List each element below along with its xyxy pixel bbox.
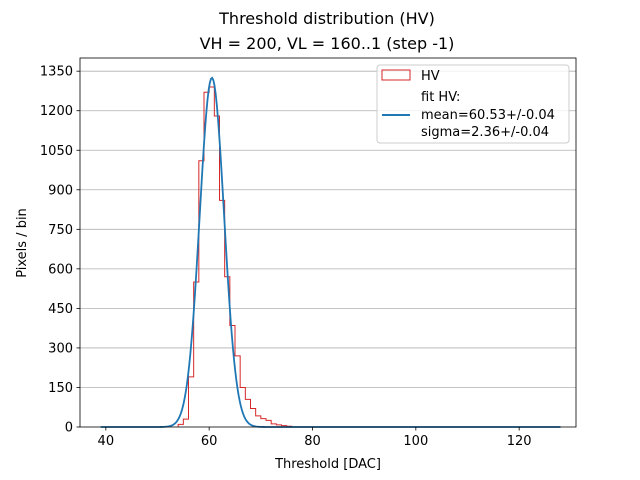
plot-frame	[79, 57, 577, 428]
y-tick-label: 900	[48, 183, 73, 198]
legend: HV fit HV: mean=60.53+/-0.04 sigma=2.36+…	[376, 64, 570, 144]
y-tick-label: 0	[65, 421, 73, 436]
y-tick-label: 1050	[40, 144, 73, 159]
y-tick-label: 600	[48, 262, 73, 277]
legend-hv-swatch	[381, 69, 411, 81]
x-tick-label: 100	[403, 434, 428, 449]
y-tick-label: 750	[48, 223, 73, 238]
x-axis-ticks: 40 60 80 100 120	[98, 427, 532, 449]
legend-box	[376, 64, 570, 144]
legend-hv-label: HV	[421, 69, 440, 84]
y-tick-label: 1200	[40, 104, 73, 119]
x-axis-label: Threshold [DAC]	[274, 457, 381, 472]
y-tick-label: 450	[48, 302, 73, 317]
x-tick-label: 60	[201, 434, 218, 449]
gridlines	[80, 70, 576, 388]
chart-title: Threshold distribution (HV)	[218, 9, 435, 28]
x-tick-label: 120	[507, 434, 532, 449]
y-tick-label: 300	[48, 341, 73, 356]
y-tick-label: 150	[48, 381, 73, 396]
legend-fit-label-line2: mean=60.53+/-0.04	[421, 108, 555, 123]
x-tick-label: 80	[304, 434, 321, 449]
legend-fit-label-line3: sigma=2.36+/-0.04	[421, 125, 549, 140]
y-axis-label: Pixels / bin	[15, 208, 30, 278]
legend-fit-label-line1: fit HV:	[421, 90, 460, 105]
x-tick-label: 40	[98, 434, 115, 449]
chart-subtitle: VH = 200, VL = 160..1 (step -1)	[200, 34, 455, 53]
y-axis-ticks: 0 150 300 450 600 750 900 1050 1200 1350	[40, 65, 80, 436]
y-tick-label: 1350	[40, 65, 73, 80]
